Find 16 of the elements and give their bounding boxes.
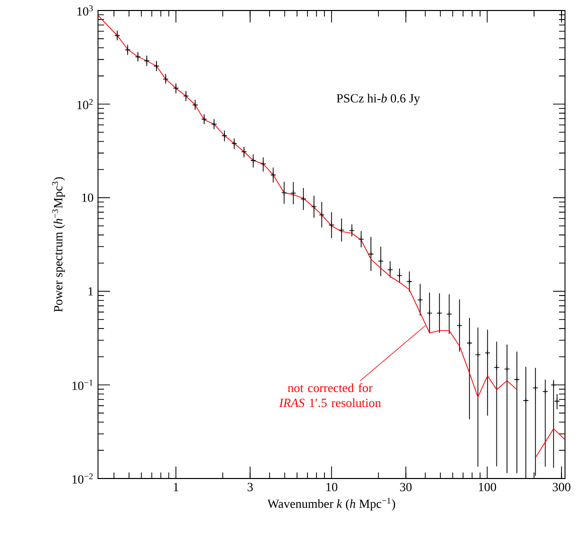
y-tick-label: 10$^{−1}$ [72,380,93,390]
y-tick-label: 10$^{−2}$ [72,473,93,484]
annotation: PSCz hi-b 0.6 Jy [336,94,420,106]
y-tick-label: 1 [88,287,93,296]
y-axis-title: Power spectrum (h$^{−3}$Mpc$^{3}$) [52,177,65,312]
y-tick-label: 10$^{2}$ [77,98,93,110]
y-tick-label: 10 [82,194,94,202]
x-axis-title: Wavenumber k (h Mpc$^{−1}$) [267,498,396,511]
annotation: not corrected for IRAS 1′.5 resolution [279,383,381,408]
x-tick-label: 100 [478,482,496,492]
x-tick-label: 30 [400,482,412,492]
x-tick-label: 3 [248,482,253,492]
x-tick-label: 10 [326,482,338,492]
y-tick-label: 10$^{3}$ [77,5,93,16]
x-tick-label: 300 [552,482,570,492]
x-tick-label: 1 [174,482,178,492]
